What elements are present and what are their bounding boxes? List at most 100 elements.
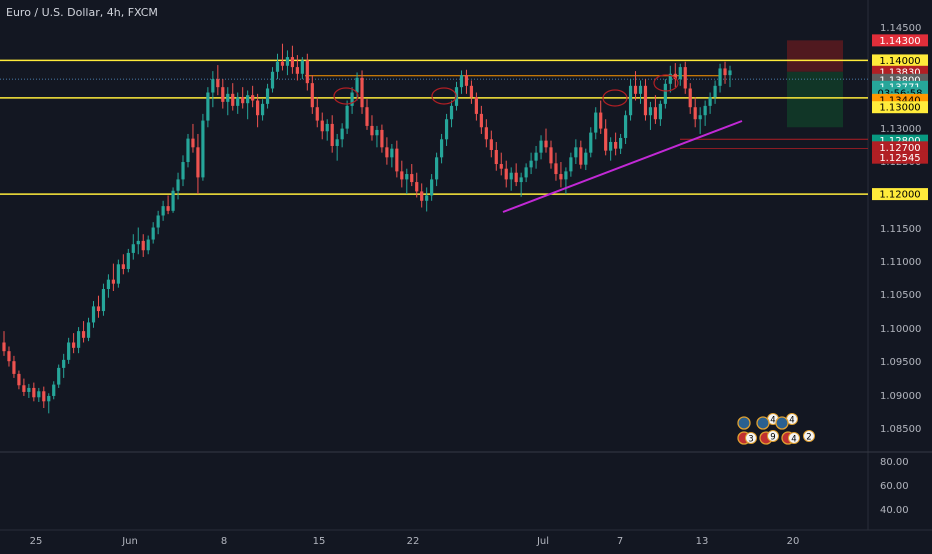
candle-body <box>435 157 439 180</box>
candle-body <box>17 373 21 386</box>
candle-body <box>663 83 667 104</box>
highlight-circle <box>333 87 359 105</box>
candle-body <box>474 97 478 114</box>
candle-body <box>62 359 66 368</box>
stop-loss-zone <box>787 40 843 72</box>
y-tick-label: 1.10500 <box>880 290 921 301</box>
candle-body <box>260 103 265 116</box>
price-label-text: 1.13830 <box>879 67 920 78</box>
y-tick-label: 1.09000 <box>880 391 921 402</box>
x-tick-label: Jun <box>121 536 138 547</box>
highlight-circle <box>431 87 457 105</box>
candle-body <box>469 85 474 98</box>
candle-body <box>295 67 299 74</box>
candle-body <box>499 164 503 169</box>
candle-body <box>37 391 41 398</box>
candle-body <box>186 138 190 163</box>
candle-body <box>395 148 399 172</box>
candle-body <box>96 306 101 312</box>
candle-body <box>226 93 230 102</box>
candle-body <box>166 206 170 211</box>
candle-body <box>688 88 692 108</box>
candle-body <box>171 190 175 211</box>
price-label-tag <box>872 101 928 114</box>
candle-body <box>335 139 339 146</box>
candle-body <box>589 132 593 153</box>
candle-body <box>27 387 31 392</box>
candle-body <box>176 179 180 191</box>
news-icon <box>775 416 789 430</box>
candle-body <box>633 85 638 94</box>
event-badge-count: 2 <box>806 433 811 443</box>
x-tick-label: 22 <box>407 536 420 547</box>
candle-body <box>216 79 220 88</box>
candle-body <box>32 387 36 398</box>
y-tick-label: 1.11000 <box>880 257 921 268</box>
x-tick-label: 20 <box>787 536 800 547</box>
event-badge <box>803 430 815 442</box>
candle-body <box>444 119 449 140</box>
candle-body <box>628 85 633 116</box>
candle-body <box>425 195 429 201</box>
candle-body <box>405 174 409 180</box>
candle-body <box>559 174 563 180</box>
candle-body <box>57 367 61 385</box>
candle-body <box>430 179 434 196</box>
candle-body <box>703 105 707 116</box>
candle-body <box>683 67 687 89</box>
price-label-tag <box>872 188 928 201</box>
candle-body <box>236 97 240 106</box>
y-tick-label: 1.13000 <box>880 124 921 135</box>
event-badge-count: 9 <box>770 433 775 443</box>
candle-body <box>91 306 96 323</box>
candle-body <box>151 227 155 240</box>
candle-body <box>464 75 469 86</box>
candle-body <box>201 120 205 178</box>
candle-body <box>400 171 404 180</box>
x-tick-label: Jul <box>536 536 549 547</box>
ascending-trendline <box>502 120 743 213</box>
candle-body <box>504 168 508 180</box>
candle-body <box>673 73 677 80</box>
candle-body <box>718 68 722 86</box>
y-tick-label: 1.11500 <box>880 224 921 235</box>
indicator-tick-label: 60.00 <box>880 481 909 492</box>
event-badge-count: 3 <box>748 435 753 445</box>
candle-body <box>146 239 150 251</box>
candle-body <box>509 172 513 180</box>
candle-body <box>101 289 106 312</box>
candle-body <box>693 107 697 120</box>
candle-body <box>256 100 260 116</box>
candle-body <box>648 107 653 116</box>
candle-body <box>584 152 588 165</box>
candle-body <box>385 147 389 158</box>
candle-body <box>420 191 424 201</box>
candle-body <box>52 384 56 396</box>
candle-body <box>619 137 623 149</box>
x-tick-label: 13 <box>696 536 709 547</box>
candle-body <box>270 71 275 89</box>
candle-body <box>569 157 573 172</box>
price-label-tag <box>872 151 928 164</box>
candle-body <box>325 123 329 132</box>
candle-body <box>126 252 130 269</box>
event-badge-count: 4 <box>770 416 775 426</box>
candle-body <box>549 147 553 164</box>
candle-body <box>643 85 648 116</box>
indicator-tick-label: 40.00 <box>880 505 909 516</box>
candle-body <box>410 174 414 183</box>
candle-body <box>698 115 702 120</box>
candle-body <box>708 97 712 106</box>
x-tick-label: 8 <box>221 536 227 547</box>
candle-body <box>365 107 369 126</box>
candle-body <box>211 79 215 93</box>
candle-body <box>265 88 270 104</box>
candle-body <box>275 61 280 72</box>
candle-body <box>310 83 314 108</box>
candle-body <box>638 85 643 94</box>
candle-body <box>330 123 334 146</box>
candle-body <box>191 138 195 148</box>
candle-body <box>375 129 379 136</box>
